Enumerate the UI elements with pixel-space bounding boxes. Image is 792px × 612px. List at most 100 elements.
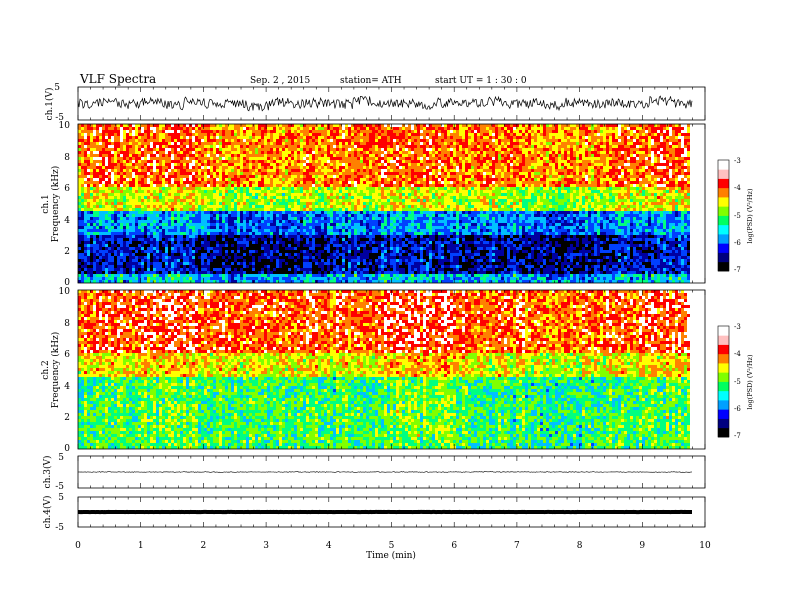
psd-cell (438, 169, 441, 172)
psd-cell (561, 139, 564, 142)
psd-cell (117, 166, 120, 169)
psd-cell (144, 196, 147, 199)
psd-cell (81, 196, 84, 199)
psd-cell (294, 181, 297, 184)
psd-cell (435, 169, 438, 172)
psd-cell (627, 148, 630, 151)
psd-cell (465, 181, 468, 184)
psd-cell (501, 178, 504, 181)
psd-cell (513, 139, 516, 142)
psd-cell (573, 130, 576, 133)
psd-cell (228, 166, 231, 169)
psd-cell (552, 130, 555, 133)
psd-cell (240, 172, 243, 175)
psd-cell (525, 169, 528, 172)
psd-cell (414, 169, 417, 172)
psd-cell (357, 187, 360, 190)
psd-cell (414, 151, 417, 154)
psd-cell (678, 145, 681, 148)
psd-cell (471, 157, 474, 160)
psd-cell (132, 190, 135, 193)
psd-cell (672, 124, 675, 127)
psd-cell (342, 193, 345, 196)
psd-cell (315, 163, 318, 166)
psd-cell (615, 151, 618, 154)
psd-cell (507, 187, 510, 190)
psd-cell (279, 193, 282, 196)
psd-cell (654, 157, 657, 160)
psd-cell (678, 148, 681, 151)
psd-cell (120, 142, 123, 145)
psd-cell (150, 127, 153, 130)
psd-cell (408, 163, 411, 166)
psd-cell (168, 181, 171, 184)
psd-cell (84, 151, 87, 154)
psd-cell (627, 160, 630, 163)
psd-cell (159, 178, 162, 181)
psd-cell (171, 145, 174, 148)
psd-cell (90, 160, 93, 163)
psd-cell (186, 151, 189, 154)
psd-cell (486, 178, 489, 181)
psd-cell (357, 169, 360, 172)
psd-cell (681, 160, 684, 163)
psd-cell (237, 136, 240, 139)
psd-cell (450, 175, 453, 178)
psd-cell (519, 145, 522, 148)
psd-cell (219, 148, 222, 151)
psd-cell (183, 178, 186, 181)
psd-cell (543, 157, 546, 160)
psd-cell (570, 160, 573, 163)
psd-cell (273, 136, 276, 139)
psd-cell (666, 190, 669, 193)
psd-cell (468, 151, 471, 154)
psd-cell (156, 178, 159, 181)
psd-cell (204, 145, 207, 148)
psd-cell (465, 184, 468, 187)
psd-cell (165, 172, 168, 175)
psd-cell (219, 172, 222, 175)
psd-cell (414, 142, 417, 145)
psd-cell (528, 130, 531, 133)
psd-cell (546, 157, 549, 160)
psd-cell (363, 178, 366, 181)
psd-cell (318, 190, 321, 193)
psd-cell (504, 181, 507, 184)
psd-cell (141, 181, 144, 184)
psd-cell (396, 124, 399, 127)
psd-cell (633, 148, 636, 151)
psd-cell (201, 127, 204, 130)
psd-cell (621, 124, 624, 127)
psd-cell (315, 169, 318, 172)
psd-cell (384, 154, 387, 157)
psd-cell (180, 184, 183, 187)
psd-cell (561, 124, 564, 127)
psd-cell (618, 190, 621, 193)
psd-cell (669, 133, 672, 136)
psd-cell (609, 169, 612, 172)
psd-cell (264, 151, 267, 154)
psd-cell (168, 157, 171, 160)
psd-cell (582, 154, 585, 157)
psd-cell (429, 175, 432, 178)
psd-cell (165, 178, 168, 181)
psd-cell (381, 172, 384, 175)
psd-cell (573, 187, 576, 190)
psd-cell (366, 133, 369, 136)
psd-cell (390, 139, 393, 142)
psd-cell (381, 148, 384, 151)
psd-cell (168, 139, 171, 142)
psd-cell (603, 163, 606, 166)
psd-cell (660, 157, 663, 160)
psd-cell (603, 136, 606, 139)
psd-cell (657, 172, 660, 175)
psd-cell (537, 160, 540, 163)
psd-cell (510, 169, 513, 172)
psd-cell (333, 175, 336, 178)
psd-cell (285, 142, 288, 145)
psd-cell (420, 166, 423, 169)
psd-cell (492, 148, 495, 151)
psd-cell (324, 172, 327, 175)
psd-cell (135, 133, 138, 136)
psd-cell (327, 136, 330, 139)
